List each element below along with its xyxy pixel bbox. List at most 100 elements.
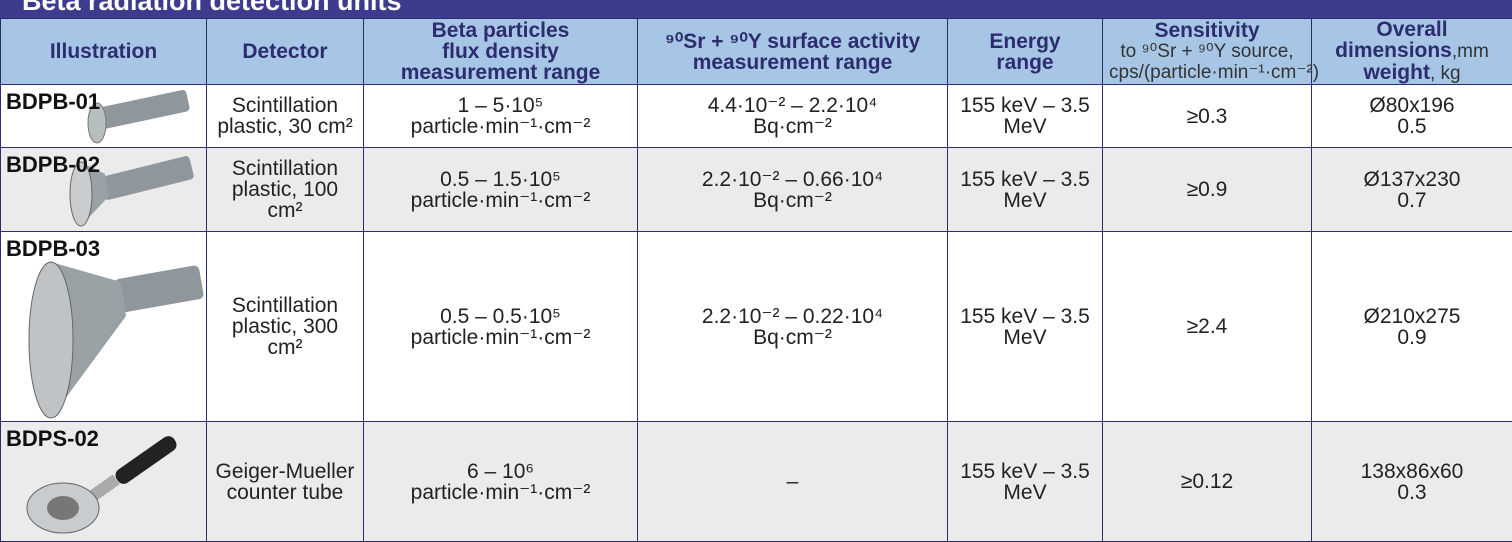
header-text: Energy: [989, 29, 1061, 53]
dimensions: 0.3: [1397, 480, 1427, 504]
header-cell: Beta particles flux density measurement ra…: [363, 18, 638, 85]
activity-range-cell: 2.2·10⁻² – 0.66·10⁴ Bq·cm⁻²: [637, 147, 948, 232]
flux-range-cell: 0.5 – 0.5·10⁵ particle·min⁻¹·cm⁻²: [363, 231, 638, 422]
title-bar: Beta radiation detection units: [0, 0, 1512, 18]
header-text: Detector: [242, 40, 328, 63]
flux-range: particle·min⁻¹·cm⁻²: [410, 325, 591, 349]
table-row: BDPS-02 Geiger-Mueller counter tube 6 – 10…: [0, 421, 1512, 542]
activity-range: Bq·cm⁻²: [753, 325, 832, 349]
detector: Scintillation plastic, 100 cm²: [231, 157, 339, 222]
header-cell: Energy range: [947, 18, 1103, 85]
dimensions: 0.9: [1397, 325, 1427, 349]
table-row: BDPB-02 Scintillation plastic, 100 cm² 0.5…: [0, 147, 1512, 232]
activity-range-cell: 4.4·10⁻² – 2.2·10⁴ Bq·cm⁻²: [637, 84, 948, 148]
flux-range: 6 – 10⁶: [466, 459, 535, 483]
illustration-cell: BDPB-02: [0, 147, 207, 232]
header-text: ⁹⁰Sr + ⁹⁰Y surface activity: [664, 29, 921, 53]
activity-range: –: [786, 470, 799, 493]
activity-range-cell: –: [637, 421, 948, 542]
header-text: measurement range: [400, 61, 601, 84]
detector: Scintillation plastic, 30 cm²: [217, 94, 353, 138]
activity-range: Bq·cm⁻²: [753, 188, 832, 212]
table: Illustration Detector Beta particles flux…: [0, 18, 1512, 542]
dimensions: Ø80x196: [1369, 94, 1455, 117]
header-text: to ⁹⁰Sr + ⁹⁰Y source,: [1120, 41, 1294, 62]
sensitivity-cell: ≥0.3: [1102, 84, 1312, 148]
flux-range: particle·min⁻¹·cm⁻²: [410, 188, 591, 212]
header-text: range: [996, 50, 1054, 74]
dimensions-cell: Ø80x196 0.5: [1311, 84, 1512, 148]
detector-image: [26, 436, 177, 534]
energy-range-cell: 155 keV – 3.5 MeV: [947, 231, 1103, 422]
detector-cell: Scintillation plastic, 100 cm²: [206, 147, 364, 232]
activity-range-cell: 2.2·10⁻² – 0.22·10⁴ Bq·cm⁻²: [637, 231, 948, 422]
activity-range: 2.2·10⁻² – 0.66·10⁴: [701, 167, 884, 191]
detector: Geiger-Mueller counter tube: [215, 459, 355, 504]
model-name: BDPB-02: [6, 152, 101, 177]
flux-range-cell: 1 – 5·10⁵ particle·min⁻¹·cm⁻²: [363, 84, 638, 148]
detector-cell: Scintillation plastic, 300 cm²: [206, 231, 364, 422]
energy-range-cell: 155 keV – 3.5 MeV: [947, 147, 1103, 232]
header-text: Sensitivity: [1154, 19, 1260, 42]
flux-range: 1 – 5·10⁵: [457, 94, 544, 117]
detector: Scintillation plastic, 300 cm²: [231, 294, 339, 359]
header-cell: Sensitivity to ⁹⁰Sr + ⁹⁰Y source, cps/(par…: [1102, 18, 1320, 85]
detector-cell: Scintillation plastic, 30 cm²: [206, 84, 364, 148]
header-text: Illustration: [49, 40, 158, 63]
header-text: , kg: [1429, 63, 1461, 84]
sensitivity-cell: ≥2.4: [1102, 231, 1312, 422]
dimensions: 0.5: [1397, 115, 1427, 138]
model-name: BDPB-03: [6, 236, 101, 261]
energy-range: 155 keV – 3.5 MeV: [960, 459, 1090, 504]
activity-range: 4.4·10⁻² – 2.2·10⁴: [707, 94, 878, 117]
flux-range: particle·min⁻¹·cm⁻²: [410, 115, 591, 138]
illustration-cell: BDPS-02: [0, 421, 207, 542]
energy-range: 155 keV – 3.5 MeV: [960, 167, 1090, 212]
sensitivity: ≥0.3: [1186, 104, 1228, 128]
header-cell: Overall dimensions,mm weight, kg: [1311, 18, 1512, 85]
illustration-cell: BDPB-01: [0, 84, 207, 148]
energy-range-cell: 155 keV – 3.5 MeV: [947, 84, 1103, 148]
energy-range-cell: 155 keV – 3.5 MeV: [947, 421, 1103, 542]
model-name: BDPS-02: [6, 426, 99, 451]
header-text: Overall: [1376, 18, 1448, 41]
energy-range: 155 keV – 3.5 MeV: [960, 304, 1090, 349]
flux-range: 0.5 – 0.5·10⁵: [440, 304, 561, 328]
model-name: BDPB-01: [6, 89, 101, 114]
detector-cell: Geiger-Mueller counter tube: [206, 421, 364, 542]
header-text: flux density: [442, 40, 559, 63]
activity-range: 2.2·10⁻² – 0.22·10⁴: [701, 304, 884, 328]
flux-range-cell: 0.5 – 1.5·10⁵ particle·min⁻¹·cm⁻²: [363, 147, 638, 232]
header-row: Illustration Detector Beta particles flux…: [0, 18, 1512, 85]
header-text: ,mm: [1451, 41, 1489, 62]
illustration-cell: BDPB-03: [0, 231, 207, 422]
header-cell: Illustration: [0, 18, 207, 85]
header-text: cps/(particle·min⁻¹·cm⁻²): [1109, 62, 1320, 83]
dimensions: 0.7: [1397, 188, 1427, 212]
sensitivity: ≥2.4: [1186, 315, 1228, 338]
detector-image: [87, 90, 190, 144]
table-body: BDPB-01 Scintillation plastic, 30 cm² 1 – …: [0, 84, 1512, 542]
header-text: weight: [1363, 61, 1430, 84]
flux-range: 0.5 – 1.5·10⁵: [440, 167, 561, 191]
sensitivity: ≥0.12: [1180, 470, 1234, 493]
dimensions-cell: Ø210x275 0.9: [1311, 231, 1512, 422]
table-row: BDPB-03 Scintillation plastic, 300 cm² 0.5…: [0, 231, 1512, 422]
header-cell: Detector: [206, 18, 364, 85]
sensitivity: ≥0.9: [1186, 178, 1228, 201]
header-text: measurement range: [692, 50, 893, 74]
header-text: dimensions: [1335, 39, 1452, 62]
flux-range: particle·min⁻¹·cm⁻²: [410, 480, 591, 504]
sensitivity-cell: ≥0.12: [1102, 421, 1312, 542]
detector-image: [28, 261, 204, 419]
sensitivity-cell: ≥0.9: [1102, 147, 1312, 232]
dimensions-cell: Ø137x230 0.7: [1311, 147, 1512, 232]
title: Beta radiation detection units: [22, 0, 402, 16]
header-text: Beta particles: [431, 19, 570, 42]
dimensions-cell: 138x86x60 0.3: [1311, 421, 1512, 542]
dimensions: 138x86x60: [1360, 459, 1464, 483]
activity-range: Bq·cm⁻²: [753, 115, 832, 138]
detector-image: [69, 156, 194, 227]
